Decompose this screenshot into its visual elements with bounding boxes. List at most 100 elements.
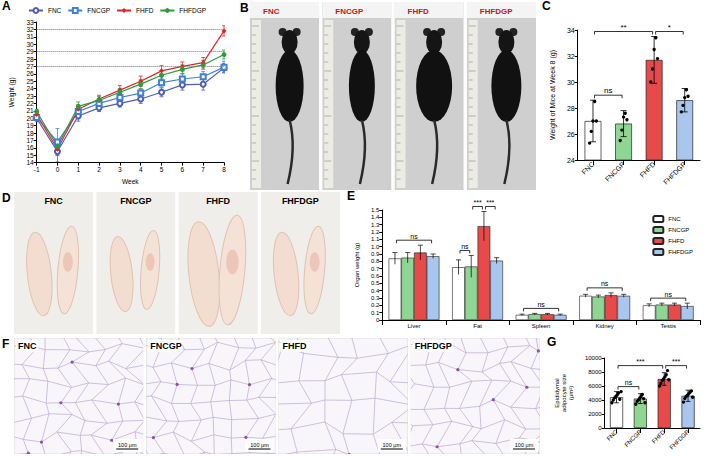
svg-text:1.5: 1.5 (371, 207, 380, 213)
svg-text:FHFD: FHFD (668, 238, 685, 244)
svg-text:3: 3 (118, 166, 122, 173)
svg-text:*: * (668, 23, 671, 32)
svg-text:2: 2 (97, 166, 101, 173)
svg-text:30: 30 (26, 41, 34, 48)
svg-text:FHFDGP: FHFDGP (669, 429, 691, 451)
svg-text:100 μm: 100 μm (515, 442, 534, 448)
svg-text:ns: ns (601, 280, 609, 287)
svg-text:FHFDGP: FHFDGP (415, 341, 452, 351)
svg-text:ns: ns (604, 86, 612, 95)
svg-text:2000: 2000 (588, 411, 602, 417)
svg-text:FHFD: FHFD (651, 428, 667, 444)
svg-text:1.4: 1.4 (371, 214, 380, 220)
svg-text:ns: ns (665, 291, 673, 298)
svg-text:23: 23 (26, 93, 34, 100)
svg-text:0.5: 0.5 (371, 280, 380, 286)
svg-text:FHFD: FHFD (408, 7, 430, 16)
svg-text:0.4: 0.4 (371, 288, 380, 294)
svg-text:FNCGP: FNCGP (604, 160, 626, 182)
svg-text:18: 18 (26, 130, 34, 137)
svg-text:6: 6 (181, 166, 185, 173)
svg-text:***: *** (672, 358, 680, 365)
svg-text:0.6: 0.6 (371, 273, 380, 279)
svg-text:1: 1 (76, 166, 80, 173)
svg-text:***: *** (486, 199, 494, 206)
svg-text:FHFDGP: FHFDGP (480, 7, 514, 16)
svg-text:6000: 6000 (588, 383, 602, 389)
svg-text:FHFDGP: FHFDGP (179, 7, 206, 14)
svg-text:Weight of Mice at Week 8 (g): Weight of Mice at Week 8 (g) (549, 50, 557, 140)
svg-text:ns: ns (537, 301, 545, 308)
svg-text:Liver: Liver (408, 323, 421, 329)
svg-text:FNC: FNC (263, 7, 280, 16)
svg-text:Kidney: Kidney (595, 323, 613, 329)
svg-text:FHFD: FHFD (206, 196, 230, 206)
svg-text:0: 0 (56, 166, 60, 173)
svg-text:***: *** (473, 199, 481, 206)
svg-text:19: 19 (26, 122, 34, 129)
svg-text:21: 21 (26, 107, 34, 114)
svg-text:16: 16 (26, 144, 34, 151)
svg-text:8000: 8000 (588, 369, 602, 375)
svg-text:0.8: 0.8 (371, 258, 380, 264)
svg-text:1.2: 1.2 (371, 229, 380, 235)
svg-text:FHFD: FHFD (283, 341, 307, 351)
svg-text:FHFDGP: FHFDGP (668, 249, 693, 255)
svg-text:1.0: 1.0 (371, 244, 380, 250)
svg-text:8: 8 (222, 166, 226, 173)
svg-text:28: 28 (26, 56, 34, 63)
svg-text:adipocyte size: adipocyte size (561, 373, 567, 412)
svg-text:Spleen: Spleen (532, 323, 551, 329)
svg-text:30: 30 (567, 79, 575, 86)
svg-text:FNCGP: FNCGP (335, 7, 364, 16)
svg-text:FNCGP: FNCGP (150, 341, 182, 351)
svg-text:ns: ns (410, 233, 418, 240)
svg-text:ns: ns (625, 379, 633, 386)
svg-text:24: 24 (26, 85, 34, 92)
svg-text:29: 29 (26, 48, 34, 55)
svg-text:22: 22 (26, 100, 34, 107)
svg-text:0.2: 0.2 (371, 302, 380, 308)
svg-text:FHFD: FHFD (136, 7, 154, 14)
svg-text:FNCGP: FNCGP (668, 227, 689, 233)
svg-text:26: 26 (567, 131, 575, 138)
svg-text:7: 7 (201, 166, 205, 173)
svg-text:ns: ns (461, 243, 469, 250)
svg-text:FNC: FNC (48, 7, 62, 14)
svg-text:FHFDGP: FHFDGP (662, 160, 687, 185)
svg-text:FNCGP: FNCGP (120, 196, 152, 206)
svg-text:FNC: FNC (580, 161, 595, 176)
svg-text:15: 15 (26, 152, 34, 159)
svg-text:34: 34 (567, 27, 575, 34)
svg-text:33: 33 (26, 19, 34, 26)
svg-text:Testis: Testis (661, 323, 676, 329)
svg-text:10000: 10000 (585, 355, 602, 361)
svg-text:32: 32 (567, 53, 575, 60)
svg-text:31: 31 (26, 33, 34, 40)
svg-text:FNCGP: FNCGP (87, 7, 110, 14)
svg-text:24: 24 (567, 157, 575, 164)
svg-text:FHFD: FHFD (638, 161, 656, 179)
svg-text:100 μm: 100 μm (250, 442, 269, 448)
svg-text:0: 0 (598, 425, 602, 431)
svg-text:0.1: 0.1 (371, 310, 380, 316)
svg-text:Organ weight (g): Organ weight (g) (354, 243, 360, 288)
svg-text:0.7: 0.7 (371, 266, 380, 272)
svg-text:5: 5 (160, 166, 164, 173)
svg-text:32: 32 (26, 26, 34, 33)
svg-text:Epididymal: Epididymal (554, 378, 560, 407)
svg-text:FNCGP: FNCGP (623, 429, 642, 448)
svg-text:28: 28 (567, 105, 575, 112)
svg-text:***: *** (636, 358, 644, 365)
svg-text:-1: -1 (34, 166, 40, 173)
svg-text:FNC: FNC (44, 196, 63, 206)
svg-text:FHFDGP: FHFDGP (282, 196, 319, 206)
svg-text:(μm²): (μm²) (568, 386, 574, 400)
svg-text:**: ** (620, 23, 626, 32)
svg-text:FNC: FNC (668, 216, 681, 222)
svg-text:FNC: FNC (18, 341, 37, 351)
svg-text:Weight (g): Weight (g) (8, 77, 16, 107)
svg-text:17: 17 (26, 137, 34, 144)
svg-text:0.3: 0.3 (371, 295, 380, 301)
svg-text:100 μm: 100 μm (118, 442, 137, 448)
